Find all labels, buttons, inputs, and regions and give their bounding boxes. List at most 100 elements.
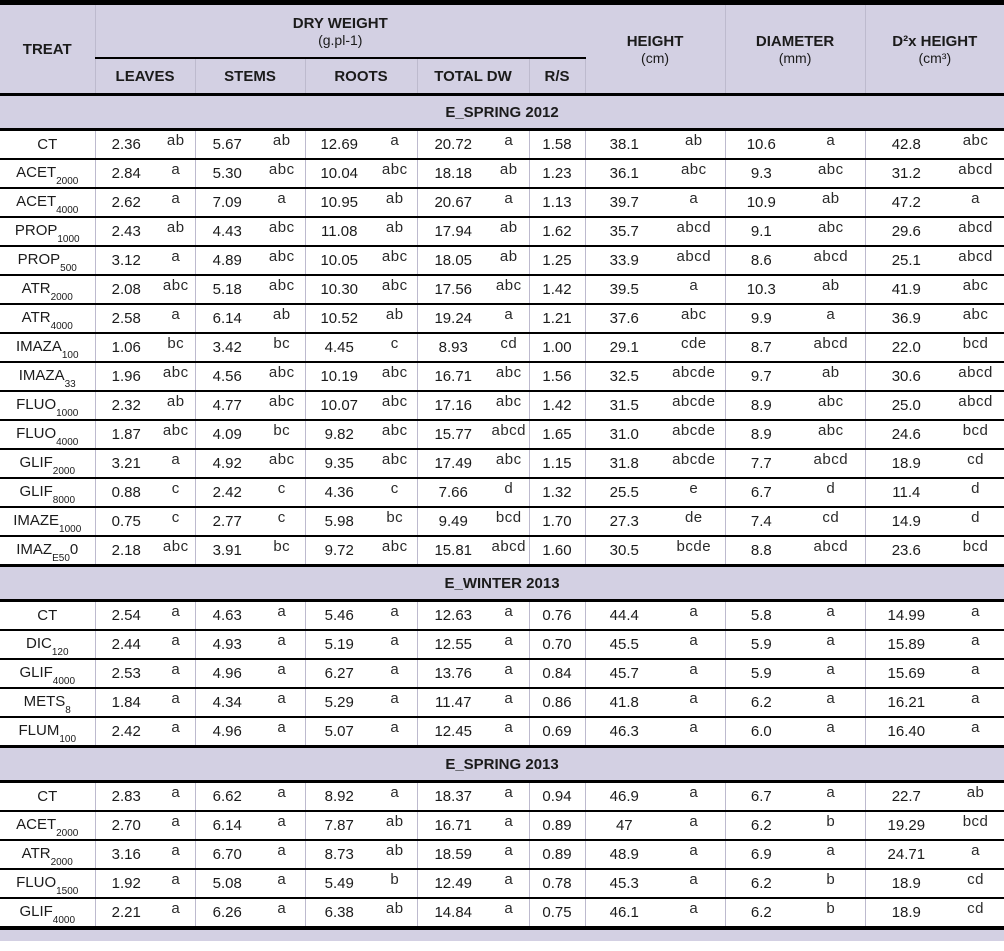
significance-letters: a	[157, 630, 196, 660]
significance-letters: a	[157, 688, 196, 718]
treatment-name: PROP500	[0, 246, 96, 276]
significance-text: a	[504, 719, 514, 736]
treatment-main: IMAZE	[13, 511, 60, 529]
value-cell: 6.27	[305, 659, 373, 689]
significance-letters: abc	[259, 275, 306, 305]
treatment-main: METS	[23, 692, 66, 710]
significance-text: ab	[821, 190, 840, 207]
significance-letters: a	[259, 188, 306, 218]
value-cell: 10.19	[305, 362, 373, 392]
diameter-unit: (mm)	[778, 49, 812, 66]
significance-text: abc	[817, 219, 844, 236]
significance-letters: abc	[489, 391, 530, 421]
value-cell: 8.8	[725, 536, 798, 567]
table-header: TREAT DRY WEIGHT (g.pl-1) HEIGHT (cm) DI…	[0, 0, 1004, 96]
significance-text: abcde	[672, 364, 716, 381]
treatment-main: GLIF	[19, 663, 53, 681]
significance-letters: cd	[947, 898, 1004, 929]
value-cell: 5.9	[725, 630, 798, 660]
value-cell: 31.2	[865, 159, 948, 189]
significance-text: abc	[962, 277, 989, 294]
col-header-dry-weight-group: DRY WEIGHT (g.pl-1)	[95, 0, 586, 59]
significance-text: ab	[821, 364, 840, 381]
significance-letters: abc	[489, 275, 530, 305]
significance-letters: abcd	[947, 391, 1004, 421]
treatment-main: ACET	[16, 815, 57, 833]
treatment-subscript: 2000	[50, 856, 73, 868]
table-row: PROP1000 2.43 ab 4.43 abc 11.08 ab 17.94 ab 1.62 3…	[0, 217, 1004, 247]
significance-letters: bc	[259, 536, 306, 567]
significance-letters: a	[373, 600, 418, 631]
value-cell: 45.7	[585, 659, 664, 689]
significance-text: a	[171, 842, 181, 859]
significance-letters: a	[797, 781, 866, 812]
value-cell: 7.09	[195, 188, 259, 218]
value-cell: 11.08	[305, 217, 373, 247]
significance-letters: d	[797, 478, 866, 508]
value-cell: 47	[585, 811, 664, 841]
section-title: E_SPRING 2012	[0, 93, 1004, 131]
value-cell: 36.1	[585, 159, 664, 189]
treatment-subscript: 4000	[56, 436, 79, 448]
table-body: E_SPRING 2012 CT 2.36 ab 5.67 ab 12.69 a 20.72 a 1…	[0, 93, 1004, 929]
significance-letters: a	[663, 630, 726, 660]
value-cell: 10.3	[725, 275, 798, 305]
significance-text: abcde	[672, 451, 716, 468]
significance-text: a	[826, 784, 836, 801]
significance-text: ab	[385, 842, 404, 859]
col-header-roots: ROOTS	[305, 58, 418, 96]
significance-text: a	[971, 719, 980, 736]
value-cell: 16.40	[865, 717, 948, 748]
significance-letters: abc	[373, 420, 418, 450]
value-cell: 2.54	[95, 600, 157, 631]
significance-text: abc	[381, 451, 408, 468]
significance-letters: ab	[259, 129, 306, 160]
col-header-diameter: DIAMETER (mm)	[725, 0, 866, 96]
significance-text: a	[504, 900, 514, 917]
table-row: METS8 1.84 a 4.34 a 5.29 a 11.47 a 0.86 41.8 a 6.2 a 1…	[0, 688, 1004, 718]
significance-text: ab	[166, 393, 185, 410]
significance-letters: a	[663, 717, 726, 748]
value-cell: 25.0	[865, 391, 948, 421]
significance-text: a	[277, 842, 287, 859]
significance-text: ab	[499, 161, 518, 178]
significance-letters: a	[947, 188, 1004, 218]
significance-letters: cd	[489, 333, 530, 363]
value-cell: 6.7	[725, 478, 798, 508]
significance-text: a	[390, 632, 400, 649]
value-cell: 4.96	[195, 659, 259, 689]
significance-text: a	[504, 190, 514, 207]
significance-letters: bc	[373, 507, 418, 537]
value-cell: 4.34	[195, 688, 259, 718]
significance-letters: a	[259, 869, 306, 899]
significance-text: abc	[495, 277, 522, 294]
treatment-subscript: 2000	[52, 465, 76, 477]
significance-text: bc	[273, 335, 291, 352]
significance-text: bcd	[962, 422, 989, 439]
value-cell: 0.89	[529, 811, 586, 841]
significance-letters: a	[157, 600, 196, 631]
significance-letters: abc	[373, 391, 418, 421]
significance-text: a	[504, 784, 514, 801]
significance-text: abc	[817, 393, 844, 410]
treatment-main: IMAZA	[15, 337, 62, 355]
value-cell: 2.77	[195, 507, 259, 537]
significance-letters: c	[373, 478, 418, 508]
significance-letters: a	[157, 898, 196, 929]
value-cell: 8.7	[725, 333, 798, 363]
significance-letters: bc	[259, 420, 306, 450]
significance-letters: ab	[373, 188, 418, 218]
significance-letters: ab	[489, 246, 530, 276]
value-cell: 1.70	[529, 507, 586, 537]
value-cell: 35.7	[585, 217, 664, 247]
value-cell: 6.38	[305, 898, 373, 929]
section-title: E_SPRING 2013	[0, 745, 1004, 783]
significance-letters: a	[489, 600, 530, 631]
significance-text: ab	[272, 306, 291, 323]
value-cell: 36.9	[865, 304, 948, 334]
treatment-subscript: 2000	[50, 291, 73, 303]
significance-text: a	[971, 842, 980, 859]
d2-height-label: D²x HEIGHT	[892, 32, 978, 50]
table-row: CT 2.36 ab 5.67 ab 12.69 a 20.72 a 1.58 38.1 ab 10.6…	[0, 129, 1004, 160]
